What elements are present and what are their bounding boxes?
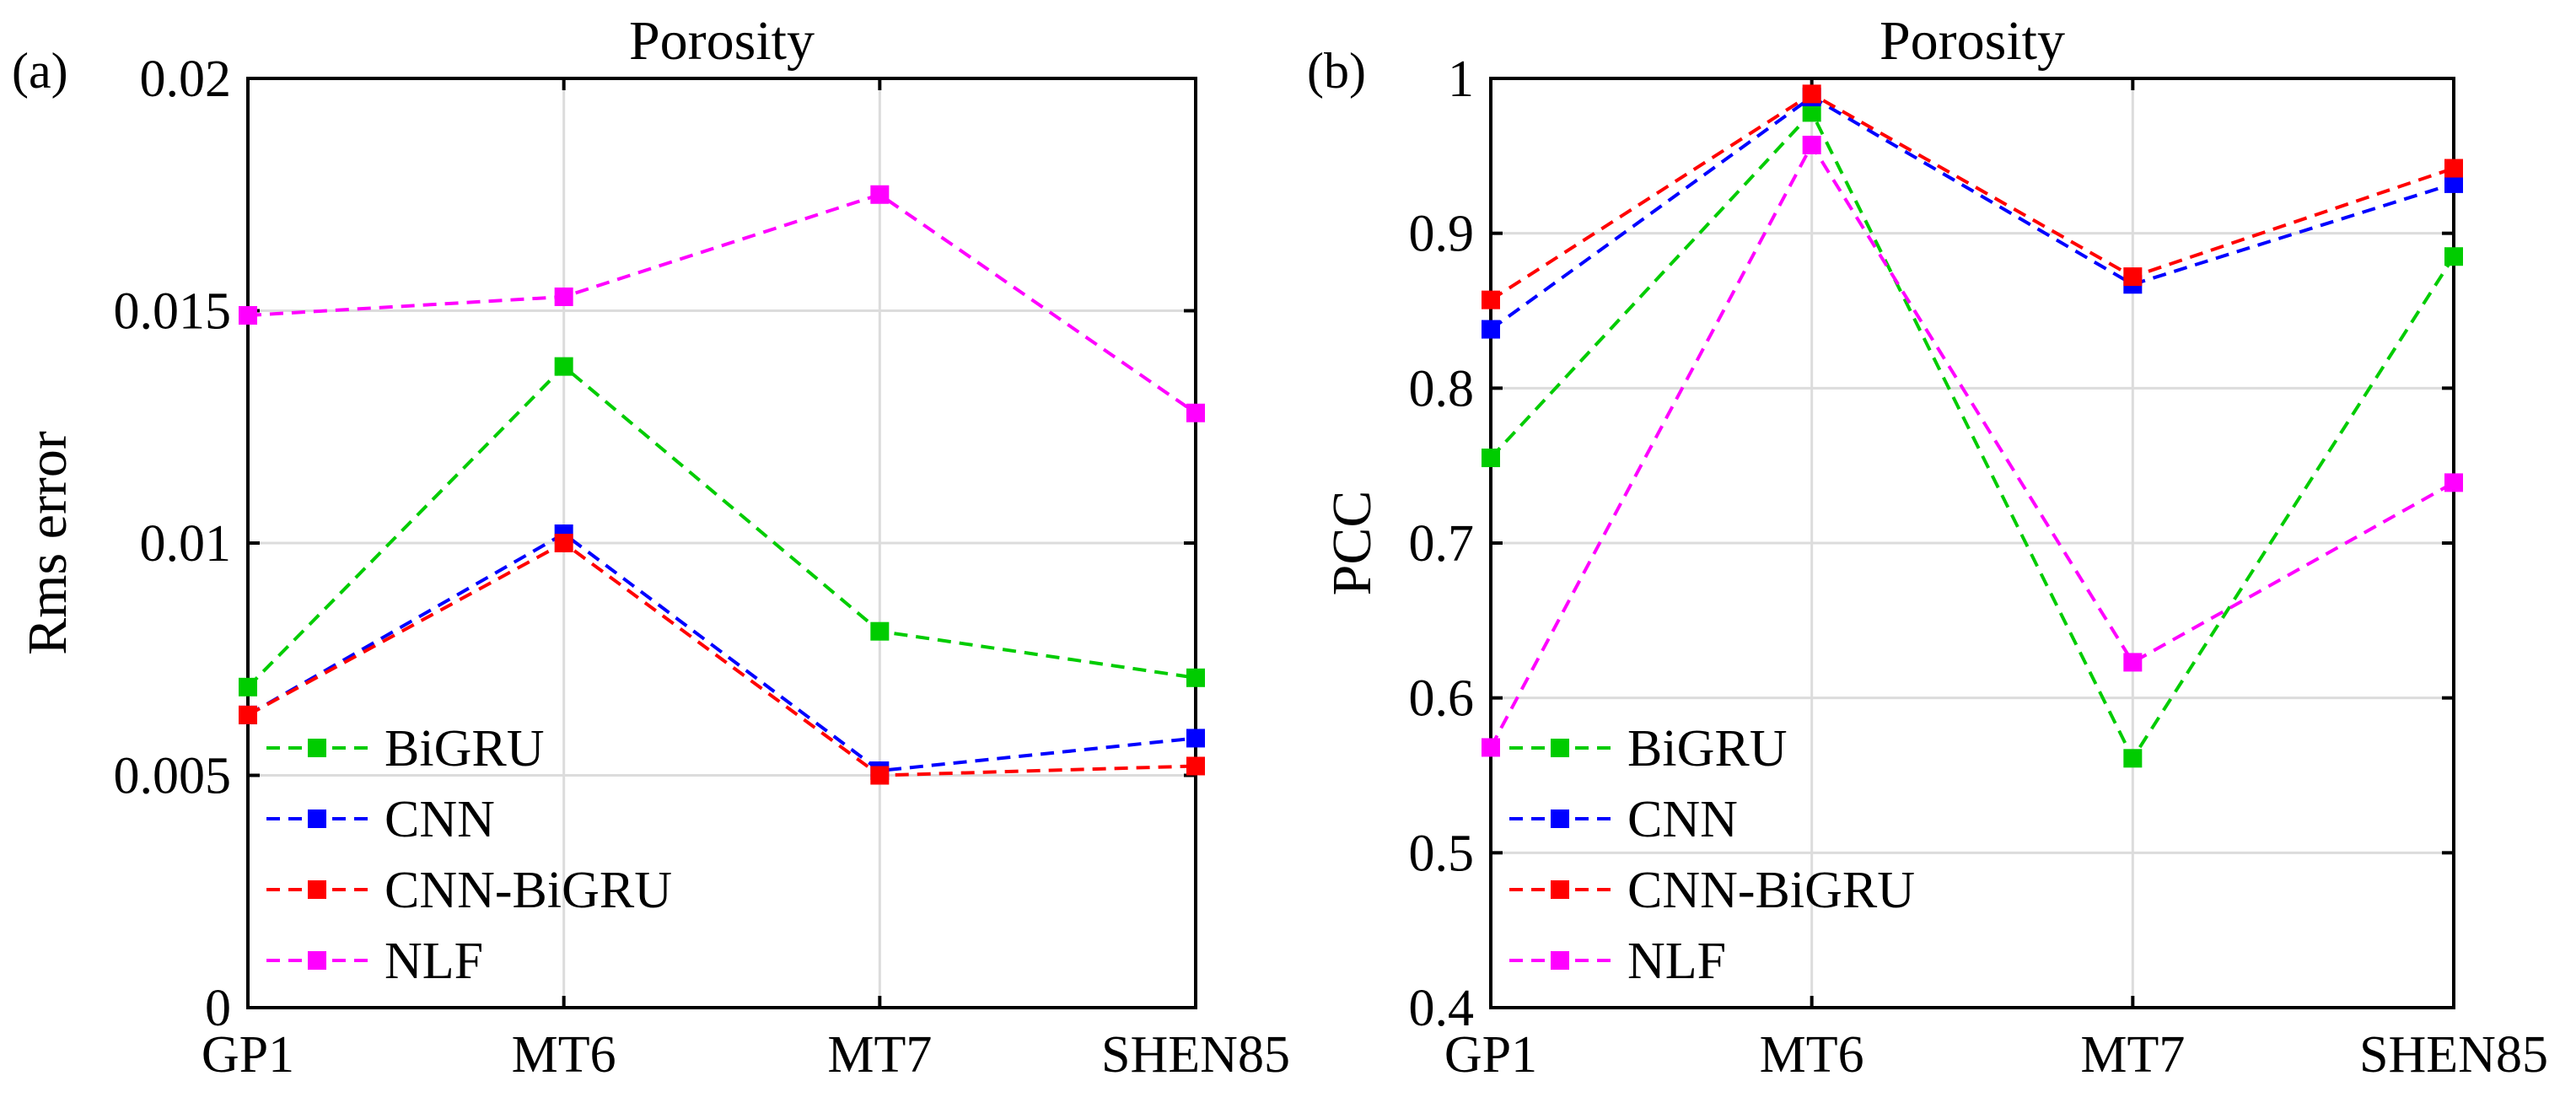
- data-point: [1482, 320, 1500, 339]
- y-tick-label: 0.015: [114, 283, 232, 341]
- legend-label: BiGRU: [385, 720, 544, 777]
- y-tick-label: 0.6: [1409, 670, 1475, 728]
- y-tick-label: 0.8: [1409, 360, 1475, 417]
- series-line-cnn: [1489, 94, 2455, 331]
- series-line-bigru: [246, 363, 1197, 689]
- series-line-cnn: [247, 531, 1197, 773]
- panel-label: (a): [12, 43, 68, 99]
- y-tick-label: 0.9: [1409, 206, 1475, 263]
- data-point: [870, 185, 890, 204]
- data-point: [554, 534, 573, 552]
- data-point: [2444, 473, 2463, 492]
- legend-marker: [308, 951, 326, 970]
- legend-label: CNN: [385, 791, 495, 848]
- x-tick-label: GP1: [1444, 1026, 1537, 1084]
- series-line-nlf: [247, 192, 1197, 415]
- x-tick-label: SHEN85: [1101, 1026, 1290, 1084]
- chart-pcc: 0.4 0.5 0.6 0.7 0.8 0.9 1 GP1 MT6 MT7 SHEN85 Porosi…: [1307, 10, 2548, 1084]
- legend-label: NLF: [1627, 933, 1726, 990]
- legend-marker: [308, 880, 326, 899]
- data-point: [870, 766, 890, 785]
- data-point: [554, 287, 573, 306]
- data-point: [1482, 738, 1500, 757]
- data-point: [1802, 103, 1821, 122]
- chart-title: Porosity: [629, 10, 815, 72]
- data-point: [1186, 729, 1205, 748]
- y-tick-label: 0: [205, 980, 231, 1037]
- data-point: [2123, 267, 2143, 287]
- y-tick-label: 0.005: [114, 748, 232, 805]
- y-tick-label: 1: [1448, 51, 1474, 108]
- legend-label: CNN-BiGRU: [385, 862, 672, 919]
- legend-marker: [308, 739, 326, 757]
- data-point: [2444, 174, 2463, 193]
- data-point: [1186, 668, 1205, 687]
- x-tick-label: MT7: [2080, 1026, 2185, 1084]
- data-point: [2444, 247, 2463, 266]
- series-line-cnn-bigru: [247, 541, 1197, 777]
- data-point: [1802, 135, 1821, 154]
- data-point: [239, 677, 257, 697]
- legend-marker: [1551, 739, 1569, 757]
- legend-marker: [1551, 951, 1569, 970]
- data-point: [239, 705, 257, 724]
- legend-label: BiGRU: [1627, 720, 1787, 777]
- legend-marker: [1551, 809, 1569, 828]
- y-tick-label: 0.02: [140, 51, 232, 108]
- legend-label: CNN: [1627, 791, 1738, 848]
- y-tick-label: 0.01: [140, 515, 232, 573]
- series-line-cnn-bigru: [1489, 92, 2455, 302]
- chart-rms-error: 0 0.005 0.01 0.015 0.02 GP1 MT6 MT7 SHEN85 Porosi…: [12, 10, 1290, 1084]
- data-point: [1186, 756, 1205, 776]
- legend-marker: [1551, 880, 1569, 899]
- legend-marker: [308, 809, 326, 828]
- data-point: [2123, 749, 2143, 768]
- x-tick-label: MT6: [1760, 1026, 1864, 1084]
- y-axis-label: PCC: [1321, 491, 1383, 596]
- x-tick-label: MT7: [827, 1026, 932, 1084]
- data-point: [1802, 84, 1821, 104]
- series-line-nlf: [1489, 141, 2455, 749]
- y-tick-label: 0.5: [1409, 825, 1475, 882]
- y-tick-label: 0.4: [1409, 980, 1475, 1037]
- series-line-bigru: [1489, 109, 2455, 762]
- data-point: [2123, 653, 2143, 672]
- x-tick-label: SHEN85: [2359, 1026, 2548, 1084]
- data-point: [870, 621, 890, 641]
- y-axis-label: Rms error: [17, 431, 78, 655]
- data-point: [1482, 290, 1500, 309]
- data-point: [1186, 403, 1205, 422]
- data-point: [1482, 448, 1500, 467]
- x-tick-label: GP1: [202, 1026, 294, 1084]
- x-tick-label: MT6: [512, 1026, 616, 1084]
- panel-label: (b): [1307, 43, 1366, 99]
- legend-label: CNN-BiGRU: [1627, 862, 1915, 919]
- chart-title: Porosity: [1880, 10, 2065, 72]
- data-point: [554, 357, 573, 376]
- y-tick-label: 0.7: [1409, 515, 1475, 573]
- data-point: [2444, 159, 2463, 178]
- legend-label: NLF: [385, 933, 483, 990]
- data-point: [239, 306, 257, 325]
